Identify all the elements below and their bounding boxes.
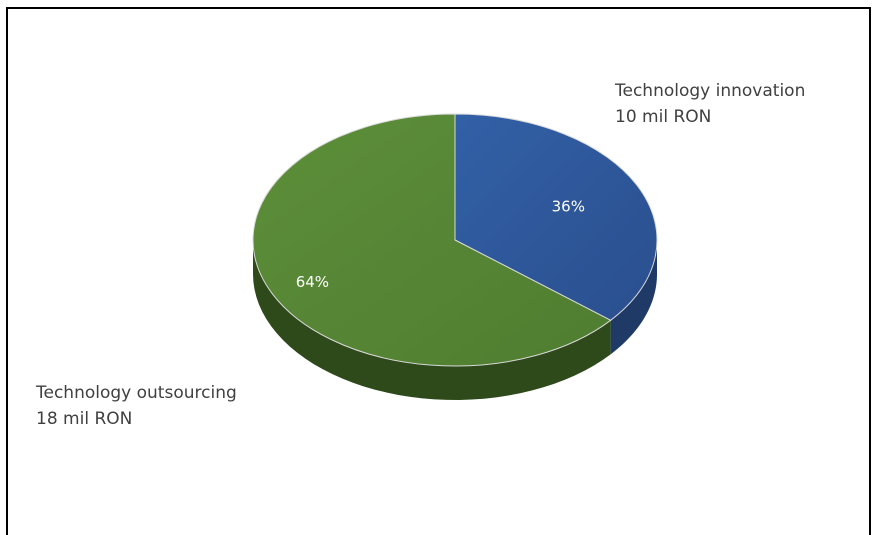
pie-side-technology-innovation: [610, 240, 657, 355]
pie-top-faces: [252, 113, 658, 367]
pie-percent-label: 64%: [296, 273, 329, 291]
slice-label-technology-innovation: Technology innovation 10 mil RON: [615, 78, 805, 130]
slice-amount: 18 mil RON: [36, 409, 133, 429]
pie-side-technology-outsourcing: [253, 240, 611, 400]
pie-side-walls: [253, 240, 657, 400]
slice-name: Technology outsourcing: [36, 383, 237, 403]
pie-percent-label: 36%: [552, 198, 585, 216]
slice-label-technology-outsourcing: Technology outsourcing 18 mil RON: [36, 380, 237, 432]
pie-slice-technology-outsourcing: [252, 113, 612, 367]
pie-percent-labels: 36% 64%: [296, 198, 585, 291]
pie-slice-technology-innovation: [454, 113, 658, 321]
slice-name: Technology innovation: [615, 81, 806, 101]
slice-amount: 10 mil RON: [615, 107, 712, 127]
